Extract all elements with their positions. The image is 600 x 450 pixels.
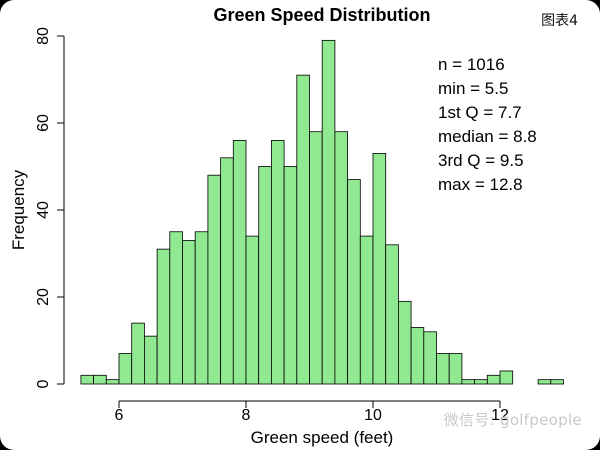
histogram-bar — [486, 374, 501, 385]
histogram-bar — [296, 74, 310, 385]
histogram-bar — [283, 166, 298, 385]
histogram-bar — [93, 374, 107, 385]
histogram-bar — [309, 131, 323, 385]
histogram-bar — [118, 353, 133, 385]
y-tick-label: 80 — [35, 27, 52, 45]
histogram-bar — [423, 331, 437, 385]
histogram-bar — [499, 370, 514, 385]
histogram-bar — [182, 240, 196, 385]
x-tick-label: 12 — [491, 407, 509, 424]
histogram-bar — [436, 353, 450, 385]
x-axis: 6 8 10 12 — [115, 400, 509, 424]
histogram-bar — [448, 353, 463, 385]
histogram-bar — [207, 174, 221, 385]
histogram-bar — [169, 231, 183, 385]
histogram-bar — [537, 379, 552, 385]
figure-label: 图表4 — [541, 13, 578, 29]
histogram-bar — [321, 39, 336, 385]
histogram-bar — [156, 248, 171, 385]
stats-annotation: n = 1016 min = 5.5 1st Q = 7.7 median = … — [438, 55, 537, 194]
histogram-bar — [143, 335, 158, 385]
histogram-bar — [385, 244, 399, 385]
histogram-bar — [550, 379, 564, 385]
histogram-bar — [220, 157, 234, 385]
y-axis-label: Frequency — [9, 169, 28, 250]
y-tick-label: 0 — [35, 379, 52, 388]
histogram-bar — [372, 153, 387, 385]
x-axis-label: Green speed (feet) — [251, 428, 394, 447]
x-tick-label: 8 — [242, 407, 251, 424]
histogram-bar — [80, 374, 95, 385]
histogram-bar — [194, 231, 209, 385]
histogram-bar — [397, 300, 412, 385]
watermark: 微信号: golfpeople — [443, 411, 582, 429]
histogram-bar — [105, 379, 120, 385]
histogram-bar — [131, 322, 145, 385]
y-tick-label: 60 — [35, 114, 52, 132]
histogram-bar — [410, 327, 425, 385]
stat-min: min = 5.5 — [438, 79, 508, 98]
stat-n: n = 1016 — [438, 55, 505, 74]
stat-q1: 1st Q = 7.7 — [438, 103, 522, 122]
histogram-bar — [359, 235, 374, 385]
histogram-bar — [347, 179, 361, 385]
chart-title: Green Speed Distribution — [213, 5, 430, 25]
y-tick-label: 40 — [35, 201, 52, 219]
stat-q3: 3rd Q = 9.5 — [438, 151, 524, 170]
x-tick-label: 6 — [115, 407, 124, 424]
histogram-bar — [474, 379, 488, 385]
x-tick-label: 10 — [364, 407, 382, 424]
histogram-bar — [334, 131, 348, 385]
stat-median: median = 8.8 — [438, 127, 537, 146]
histogram-bar — [245, 235, 260, 385]
histogram-bar — [461, 379, 475, 385]
histogram-bar — [258, 166, 272, 385]
histogram-bar — [270, 139, 285, 385]
y-tick-label: 20 — [35, 288, 52, 306]
stat-max: max = 12.8 — [438, 175, 523, 194]
y-axis: 0 20 40 60 80 — [35, 27, 65, 388]
histogram-bar — [232, 139, 247, 385]
histogram-bars — [80, 39, 564, 385]
